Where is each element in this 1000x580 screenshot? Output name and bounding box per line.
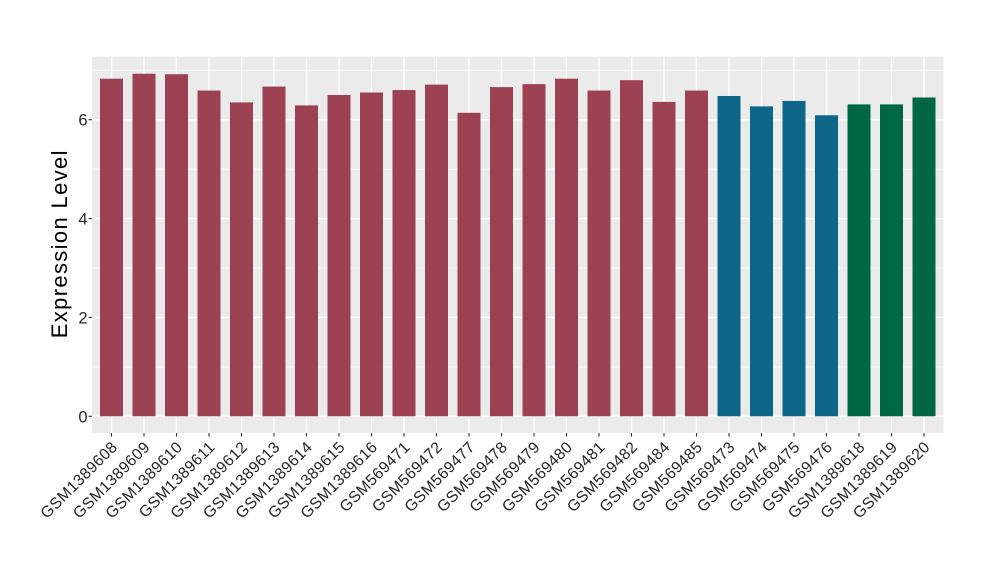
svg-text:0: 0 bbox=[78, 408, 87, 426]
svg-text:6: 6 bbox=[78, 112, 87, 130]
svg-text:2: 2 bbox=[78, 309, 87, 327]
svg-text:4: 4 bbox=[78, 211, 87, 229]
svg-text:Expression Level: Expression Level bbox=[47, 149, 72, 338]
